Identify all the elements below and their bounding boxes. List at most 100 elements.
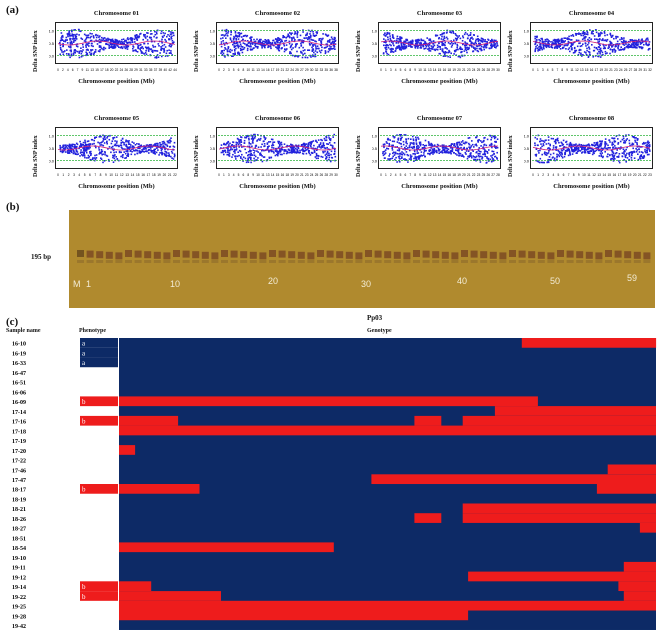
snp-point — [398, 157, 401, 159]
snp-point — [273, 152, 275, 154]
snp-point — [395, 42, 398, 44]
snp-point — [440, 41, 442, 43]
x-tick-label: 0 — [532, 173, 534, 177]
snp-point — [621, 152, 624, 154]
snp-point — [244, 157, 247, 160]
snp-point — [246, 49, 249, 52]
sample-name: 16-06 — [12, 390, 26, 396]
phenotype-label: b — [82, 593, 86, 601]
snp-point — [547, 161, 550, 164]
snp-point — [544, 153, 547, 156]
snp-point — [432, 42, 434, 45]
snp-point — [476, 49, 479, 52]
snp-point — [574, 50, 576, 52]
snp-point — [587, 147, 589, 149]
snp-point — [235, 155, 237, 157]
snp-point — [394, 136, 396, 138]
x-tick-label: 10 — [246, 68, 250, 72]
snp-point — [89, 159, 92, 161]
snp-point — [151, 150, 153, 152]
snp-point — [392, 51, 395, 53]
gel-band-secondary — [307, 260, 315, 263]
snp-point — [162, 143, 164, 145]
snp-point — [250, 150, 252, 152]
snp-point — [74, 39, 77, 42]
snp-point — [72, 35, 74, 38]
sample-name: 18-26 — [12, 517, 26, 523]
snp-point — [174, 154, 176, 157]
snp-point — [483, 48, 485, 51]
snp-point — [438, 148, 440, 151]
snp-point — [456, 141, 458, 144]
snp-point — [143, 53, 145, 55]
snp-point — [131, 141, 134, 143]
snp-point — [81, 151, 83, 154]
snp-point — [647, 39, 649, 41]
snp-point — [586, 144, 588, 147]
snp-point — [229, 37, 232, 39]
snp-point — [324, 154, 327, 156]
snp-point — [570, 39, 572, 41]
snp-point — [619, 148, 621, 150]
snp-point — [400, 49, 402, 51]
phenotype-label: b — [82, 583, 86, 591]
snp-point — [277, 39, 279, 41]
snp-point — [573, 148, 576, 151]
snp-point — [255, 42, 258, 45]
snp-point — [147, 42, 149, 45]
snp-point — [93, 142, 95, 145]
snp-point — [585, 149, 588, 151]
snp-point — [120, 146, 123, 148]
snp-point — [235, 146, 237, 148]
snp-point — [170, 38, 173, 40]
snp-point — [479, 140, 482, 142]
snp-point — [555, 141, 557, 144]
snp-point — [493, 39, 495, 42]
snp-point — [611, 141, 614, 144]
snp-point — [328, 40, 331, 42]
x-tick-label: 25 — [624, 68, 628, 72]
snp-point — [544, 38, 547, 41]
snp-point — [90, 138, 93, 141]
snp-point — [476, 158, 479, 161]
snp-point — [254, 42, 256, 44]
snp-point — [116, 39, 119, 42]
snp-point — [579, 42, 581, 44]
snp-point — [135, 37, 138, 40]
x-tick-label: 25 — [315, 173, 319, 177]
snp-point — [299, 149, 301, 152]
snp-point — [259, 153, 262, 156]
fit-curve — [57, 145, 176, 151]
snp-point — [258, 138, 260, 140]
snp-point — [395, 156, 397, 159]
snp-point — [107, 148, 109, 150]
x-tick-label: 11 — [423, 173, 427, 177]
snp-point — [434, 144, 436, 147]
snp-point — [235, 158, 237, 160]
snp-point — [487, 38, 489, 41]
snp-point — [384, 44, 387, 47]
snp-point — [546, 38, 548, 40]
snp-point — [320, 40, 322, 42]
snp-point — [249, 153, 252, 156]
snp-point — [552, 137, 554, 140]
snp-point — [568, 143, 571, 146]
genotype-segment — [119, 484, 200, 494]
x-tick-label: 13 — [125, 173, 129, 177]
snp-point — [250, 154, 253, 156]
snp-point — [221, 149, 224, 152]
snp-point — [240, 45, 242, 47]
snp-point — [144, 36, 146, 38]
snp-point — [222, 52, 225, 55]
snp-point — [311, 50, 314, 52]
snp-point — [84, 149, 86, 151]
snp-point — [451, 143, 454, 145]
snp-point — [304, 49, 306, 51]
snp-point — [611, 45, 613, 47]
snp-point — [420, 41, 422, 44]
snp-point — [613, 37, 615, 40]
snp-point — [557, 149, 560, 152]
snp-point — [226, 142, 228, 145]
snp-point — [143, 145, 146, 148]
snp-point — [268, 145, 270, 147]
